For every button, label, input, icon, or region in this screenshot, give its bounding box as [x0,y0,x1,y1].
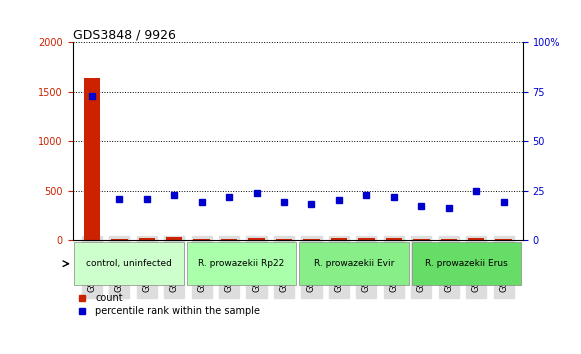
Text: percentile rank within the sample: percentile rank within the sample [95,306,260,316]
Bar [413,239,429,240]
Bar [276,239,292,240]
Bar [496,239,512,240]
Bar [193,239,210,240]
Bar [358,238,375,240]
FancyBboxPatch shape [74,242,184,285]
Bar [386,238,402,240]
Text: R. prowazekii Evir: R. prowazekii Evir [314,259,394,268]
Bar [111,239,128,240]
Text: R. prowazekii Erus: R. prowazekii Erus [425,259,508,268]
Text: R. prowazekii Rp22: R. prowazekii Rp22 [198,259,285,268]
Bar [166,237,182,240]
Bar [84,78,100,240]
FancyBboxPatch shape [299,242,409,285]
Bar [331,238,347,240]
Bar [303,239,320,240]
FancyBboxPatch shape [187,242,296,285]
Text: count: count [95,293,123,303]
Bar [248,238,265,240]
Bar [221,239,238,240]
Text: control, uninfected: control, uninfected [86,259,172,268]
Bar [468,238,485,240]
Bar [440,239,457,240]
Bar [138,238,155,240]
Text: GDS3848 / 9926: GDS3848 / 9926 [73,28,175,41]
FancyBboxPatch shape [412,242,522,285]
